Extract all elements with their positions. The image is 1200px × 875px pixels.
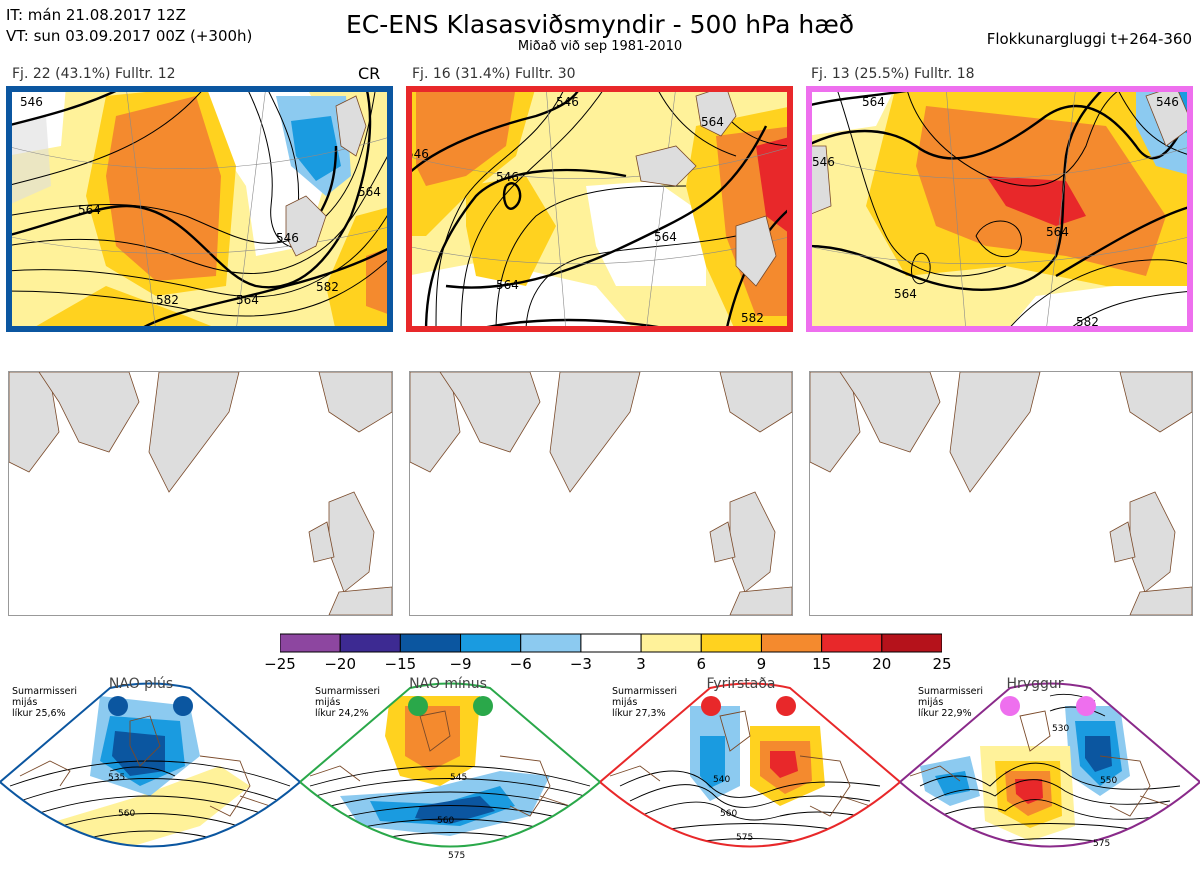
regime-ridge: 530 550 575: [898, 676, 1200, 871]
contour-label: 560: [118, 809, 135, 819]
regime-3-note: Sumarmisseri mijás líkur 27,3%: [612, 686, 678, 719]
colorbar-tick-label: 15: [812, 655, 832, 673]
regime-4-note: Sumarmisseri mijás líkur 22,9%: [918, 686, 984, 719]
contour-label: 582: [316, 280, 339, 294]
contour-label: 550: [1100, 776, 1117, 786]
colorbar-tick-label: 20: [872, 655, 892, 673]
page-title: EC-ENS Klasasviðsmyndir - 500 hPa hæð: [345, 10, 855, 39]
contour-label: 582: [156, 293, 179, 307]
regime-blocking: 540 560 575: [598, 676, 902, 871]
contour-label: 546: [812, 155, 835, 169]
initial-time: IT: mán 21.08.2017 12Z: [6, 6, 186, 24]
regime-2-name: NAO mínus: [409, 676, 487, 692]
colorbar-tick-label: 3: [636, 655, 646, 673]
colorbar-swatch: [881, 633, 943, 653]
colorbar-tick-label: −20: [324, 655, 356, 673]
contour-label: 564: [496, 278, 519, 292]
colorbar-swatch: [580, 633, 642, 653]
page-subtitle: Miðað við sep 1981-2010: [517, 39, 683, 54]
cluster-3-map: 564 546 564 564 582 546: [806, 86, 1193, 332]
contour-label: 546: [276, 231, 299, 245]
contour-label: 546: [20, 95, 43, 109]
cluster-1-border: [6, 86, 393, 332]
classification-window: Flokkunargluggi t+264-360: [986, 30, 1192, 48]
colorbar-tick-label: −9: [449, 655, 472, 673]
cluster-1-tag: CR: [358, 64, 381, 83]
colorbar-swatch: [279, 633, 341, 653]
contour-label: 575: [1093, 839, 1110, 849]
contour-label: 546: [556, 95, 579, 109]
cluster-2-border: [406, 86, 793, 332]
contour-label: 564: [236, 293, 259, 307]
cluster-3-border: [806, 86, 1193, 332]
colorbar-tick-label: −3: [569, 655, 592, 673]
colorbar-tick-label: 6: [696, 655, 707, 673]
cluster-1-map: 546 564 582 564 546 564 582: [6, 86, 393, 332]
regime-nao-plus: 535 560: [0, 676, 302, 871]
empty-map-1: [8, 371, 393, 616]
cluster-2-label: Fj. 16 (31.4%) Fulltr. 30: [412, 66, 576, 82]
colorbar: [279, 633, 943, 657]
colorbar-swatch: [760, 633, 823, 653]
contour-label: 575: [448, 851, 465, 861]
contour-label: 560: [437, 816, 454, 826]
regime-2-note: Sumarmisseri mijás líkur 24,2%: [315, 686, 381, 719]
contour-label: 540: [713, 775, 730, 785]
colorbar-tick-label: −25: [264, 655, 296, 673]
contour-label: 564: [894, 287, 917, 301]
regime-4-name: Hryggur: [1006, 676, 1064, 692]
contour-label: 535: [108, 773, 125, 783]
colorbar-tick-label: −6: [509, 655, 532, 673]
colorbar-swatch: [821, 633, 883, 653]
contour-label: 530: [1052, 724, 1069, 734]
colorbar-tick-label: 9: [756, 655, 767, 673]
cluster-2-map: 546 546 564 564 582 546 564: [406, 86, 793, 332]
valid-time: VT: sun 03.09.2017 00Z (+300h): [6, 27, 253, 45]
contour-label: 564: [862, 95, 885, 109]
contour-label: 546: [1156, 95, 1179, 109]
colorbar-swatch: [520, 633, 582, 653]
empty-map-3: [809, 371, 1193, 616]
contour-label: 564: [654, 230, 677, 244]
colorbar-swatch: [339, 633, 401, 653]
colorbar-swatch: [460, 633, 522, 653]
contour-label: 564: [358, 185, 381, 199]
regime-1-name: NAO plús: [108, 676, 174, 692]
contour-label: 564: [701, 115, 724, 129]
empty-map-2: [409, 371, 793, 616]
contour-label: 545: [450, 773, 467, 783]
contour-label: 564: [1046, 225, 1069, 239]
colorbar-swatch: [640, 633, 702, 653]
regime-3-name: Fyrirstaða: [706, 676, 776, 692]
contour-label: 564: [78, 203, 101, 217]
contour-label: 582: [1076, 315, 1099, 329]
regime-1-note: Sumarmisseri mijás líkur 25,6%: [12, 686, 78, 719]
contour-label: 546: [496, 170, 519, 184]
regime-nao-minus: 545 560 575: [298, 676, 602, 871]
contour-label: 575: [736, 833, 753, 843]
colorbar-swatch: [399, 633, 462, 653]
cluster-1-label: Fj. 22 (43.1%) Fulltr. 12: [12, 66, 176, 82]
colorbar-tick-label: 25: [932, 655, 952, 673]
colorbar-swatch: [700, 633, 762, 653]
contour-label: 582: [741, 311, 764, 325]
colorbar-tick-label: −15: [384, 655, 417, 673]
contour-label: 560: [720, 809, 737, 819]
cluster-3-label: Fj. 13 (25.5%) Fulltr. 18: [811, 66, 975, 82]
